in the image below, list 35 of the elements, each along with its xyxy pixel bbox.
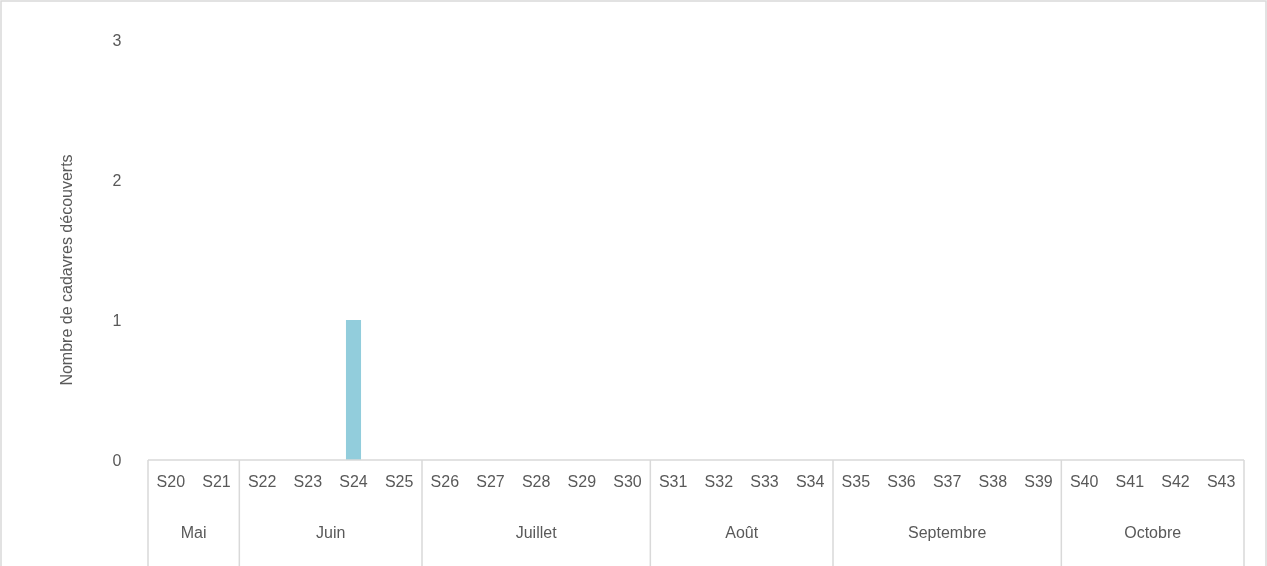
x-tick-label: S25	[384, 473, 414, 490]
x-tick-label: S24	[339, 473, 368, 490]
x-tick-label: S43	[1206, 473, 1236, 490]
y-tick-label: 0	[112, 451, 122, 469]
x-tick-label: S35	[841, 473, 871, 490]
x-tick-label: S42	[1161, 473, 1190, 490]
x-tick-label: S30	[613, 473, 642, 490]
x-tick-label: S20	[156, 473, 186, 490]
y-tick-label: 3	[112, 31, 122, 49]
x-tick-label: S26	[430, 473, 460, 490]
x-tick-label: S40	[1069, 473, 1099, 490]
x-tick-label: S32	[704, 473, 734, 490]
text: Octobre	[1124, 524, 1182, 541]
text: Juin	[315, 524, 346, 541]
y-tick-label: 2	[112, 171, 122, 189]
x-tick-label: S29	[567, 473, 597, 490]
x-tick-label: S33	[750, 473, 779, 490]
x-tick-label: S31	[658, 473, 688, 490]
x-tick-label: S39	[1024, 473, 1053, 490]
y-tick-label: 1	[112, 311, 122, 329]
text: Août	[725, 524, 759, 541]
x-tick-label: S22	[247, 473, 277, 490]
x-tick-label: S41	[1115, 473, 1145, 490]
x-tick-label: S34	[795, 473, 825, 490]
x-tick-label: S21	[202, 473, 231, 490]
text: Septembre	[908, 524, 987, 541]
y-axis-title: Nombre de cadavres découverts	[58, 154, 75, 386]
x-tick-label: S38	[978, 473, 1008, 490]
text: Mai	[180, 524, 207, 541]
x-tick-label: S37	[932, 473, 962, 490]
x-tick-label: S27	[476, 473, 505, 490]
x-tick-label: S23	[293, 473, 323, 490]
text: Juillet	[515, 524, 558, 541]
x-tick-label: S28	[521, 473, 551, 490]
x-tick-label: S36	[887, 473, 916, 490]
